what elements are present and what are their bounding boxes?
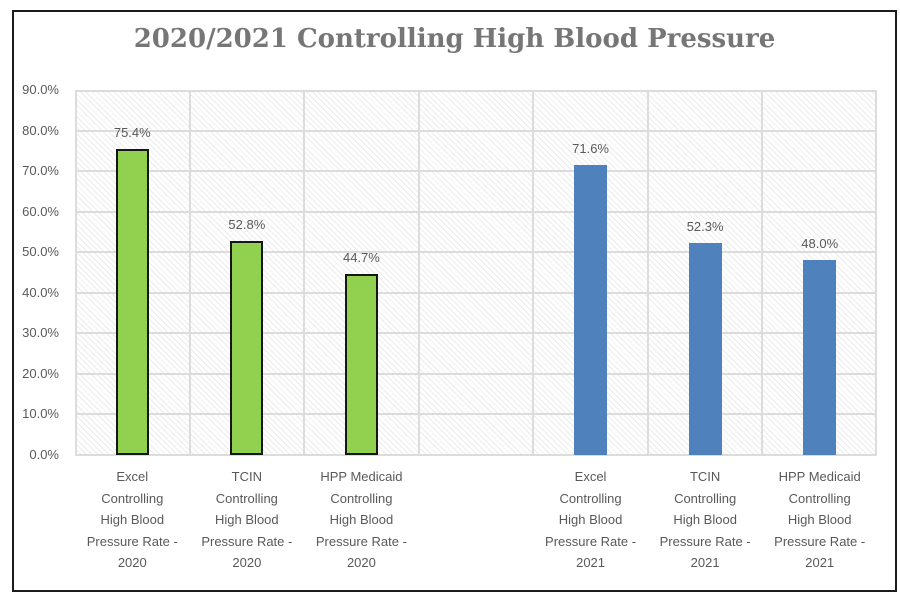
category-label-line: HPP Medicaid [778, 469, 861, 484]
gridline-horizontal [75, 170, 877, 173]
bar-tcin-2021 [688, 242, 722, 455]
category-label: HPP Medicaid Controlling High Blood Pressur… [760, 466, 880, 574]
bar-excel-2021 [574, 164, 608, 455]
bar-value-label: 75.4% [113, 125, 151, 141]
plot-area: 75.4% 52.8% 44.7% 71.6% 52.3% 48.0% [75, 90, 877, 456]
category-label-line: TCIN [689, 469, 721, 484]
gridline-vertical [303, 90, 306, 455]
category-label-line: High Blood [215, 512, 279, 527]
category-label-line: Controlling [101, 490, 164, 506]
category-label-line: 2021 [690, 555, 720, 570]
gridline-horizontal [75, 372, 877, 375]
category-label-line: 2020 [117, 555, 147, 570]
y-axis-tick-label: 90.0% [22, 82, 59, 97]
y-axis: 0.0% 10.0% 20.0% 30.0% 40.0% 50.0% 60.0% 70.0% 8… [14, 83, 59, 462]
y-axis-tick-label: 0.0% [29, 447, 59, 462]
category-label-line: Excel [574, 469, 607, 484]
gridline-vertical [761, 90, 764, 455]
category-label-line: Controlling [559, 490, 622, 506]
gridline-horizontal [75, 210, 877, 213]
category-label-line: High Blood [558, 512, 623, 527]
bar-hpp-medicaid-2020 [344, 273, 378, 455]
category-label-line: HPP Medicaid [320, 469, 403, 484]
bar-value-label: 71.6% [572, 140, 609, 156]
category-label-line: Pressure Rate - [86, 533, 178, 549]
gridline-horizontal [75, 291, 877, 294]
y-axis-tick-label: 30.0% [22, 325, 59, 341]
category-label: Excel Controlling High Blood Pressure Rate … [72, 466, 192, 574]
category-label-line: 2020 [232, 555, 262, 570]
y-axis-tick-label: 60.0% [22, 203, 59, 219]
bar-value-label: 44.7% [342, 249, 380, 265]
chart-title: 2020/2021 Controlling High Blood Pressur… [133, 24, 776, 54]
gridline-vertical [532, 90, 535, 455]
bar-value-label: 52.8% [228, 216, 266, 232]
gridline-vertical [875, 90, 877, 455]
category-label-line: Pressure Rate - [659, 533, 751, 549]
category-label-line: Controlling [215, 490, 278, 506]
gridline-horizontal [75, 90, 877, 92]
category-label-line: High Blood [100, 512, 165, 527]
bar-value-label: 48.0% [801, 236, 839, 252]
category-label: TCIN Controlling High Blood Pressure Rate -… [187, 466, 307, 574]
gridline-vertical [188, 90, 191, 455]
chart-frame: 2020/2021 Controlling High Blood Pressur… [12, 10, 897, 592]
category-label-line: TCIN [231, 469, 263, 484]
bar-excel-2020 [115, 149, 149, 455]
y-axis-tick-label: 10.0% [22, 406, 59, 422]
category-label-line: Excel [116, 469, 149, 484]
gridline-horizontal [75, 129, 877, 132]
y-axis-tick-label: 70.0% [22, 163, 59, 179]
category-label-line: Controlling [788, 490, 851, 506]
category-label-line: Controlling [330, 490, 393, 506]
category-label-line: Pressure Rate - [774, 533, 866, 549]
bar-hpp-medicaid-2021 [803, 260, 837, 455]
category-label-line: Pressure Rate - [545, 533, 637, 549]
y-axis-tick-label: 50.0% [22, 244, 59, 260]
gridline-vertical [417, 90, 420, 455]
category-label-line: High Blood [787, 512, 852, 527]
y-axis-tick-label: 40.0% [22, 284, 59, 300]
bar-value-label: 52.3% [686, 218, 724, 234]
y-axis-tick-label: 20.0% [22, 365, 59, 381]
category-label: HPP Medicaid Controlling High Blood Pressur… [301, 466, 421, 574]
category-label-line: High Blood [673, 512, 737, 527]
category-label: Excel Controlling High Blood Pressure Rate … [531, 466, 651, 574]
category-label-line: 2021 [805, 555, 835, 570]
bar-tcin-2020 [230, 240, 264, 455]
category-label-line: 2020 [346, 555, 376, 570]
y-axis-tick-label: 80.0% [22, 122, 59, 138]
x-axis: Excel Controlling High Blood Pressure Rate … [75, 466, 877, 581]
gridline-vertical [75, 90, 77, 455]
gridline-horizontal [75, 413, 877, 416]
category-label-line: High Blood [329, 512, 394, 527]
gridline-horizontal [75, 251, 877, 254]
gridline-vertical [646, 90, 649, 455]
category-label: TCIN Controlling High Blood Pressure Rate -… [645, 466, 765, 574]
category-label-line: Pressure Rate - [201, 533, 293, 549]
gridline-horizontal [75, 332, 877, 335]
category-label-line: 2021 [576, 555, 606, 570]
gridline-horizontal [75, 454, 877, 456]
category-label-line: Controlling [674, 490, 737, 506]
category-label-line: Pressure Rate - [315, 533, 407, 549]
